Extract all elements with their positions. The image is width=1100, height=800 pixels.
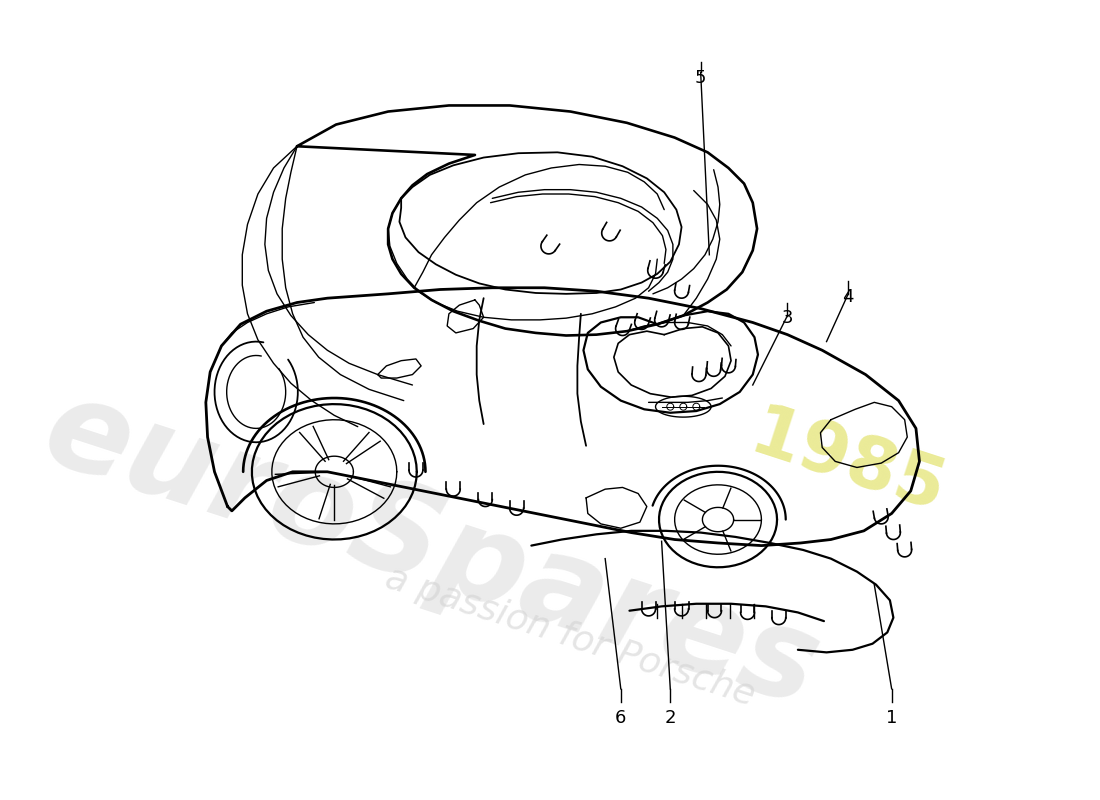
Text: 1: 1 <box>886 709 898 727</box>
Text: euroSpares: euroSpares <box>30 368 834 732</box>
Text: 2: 2 <box>664 709 676 727</box>
Text: 1985: 1985 <box>741 399 955 527</box>
Text: 6: 6 <box>615 709 627 727</box>
Text: 3: 3 <box>782 310 793 327</box>
Text: a passion for Porsche: a passion for Porsche <box>382 561 760 713</box>
Text: 4: 4 <box>843 288 854 306</box>
Text: 5: 5 <box>695 69 706 87</box>
